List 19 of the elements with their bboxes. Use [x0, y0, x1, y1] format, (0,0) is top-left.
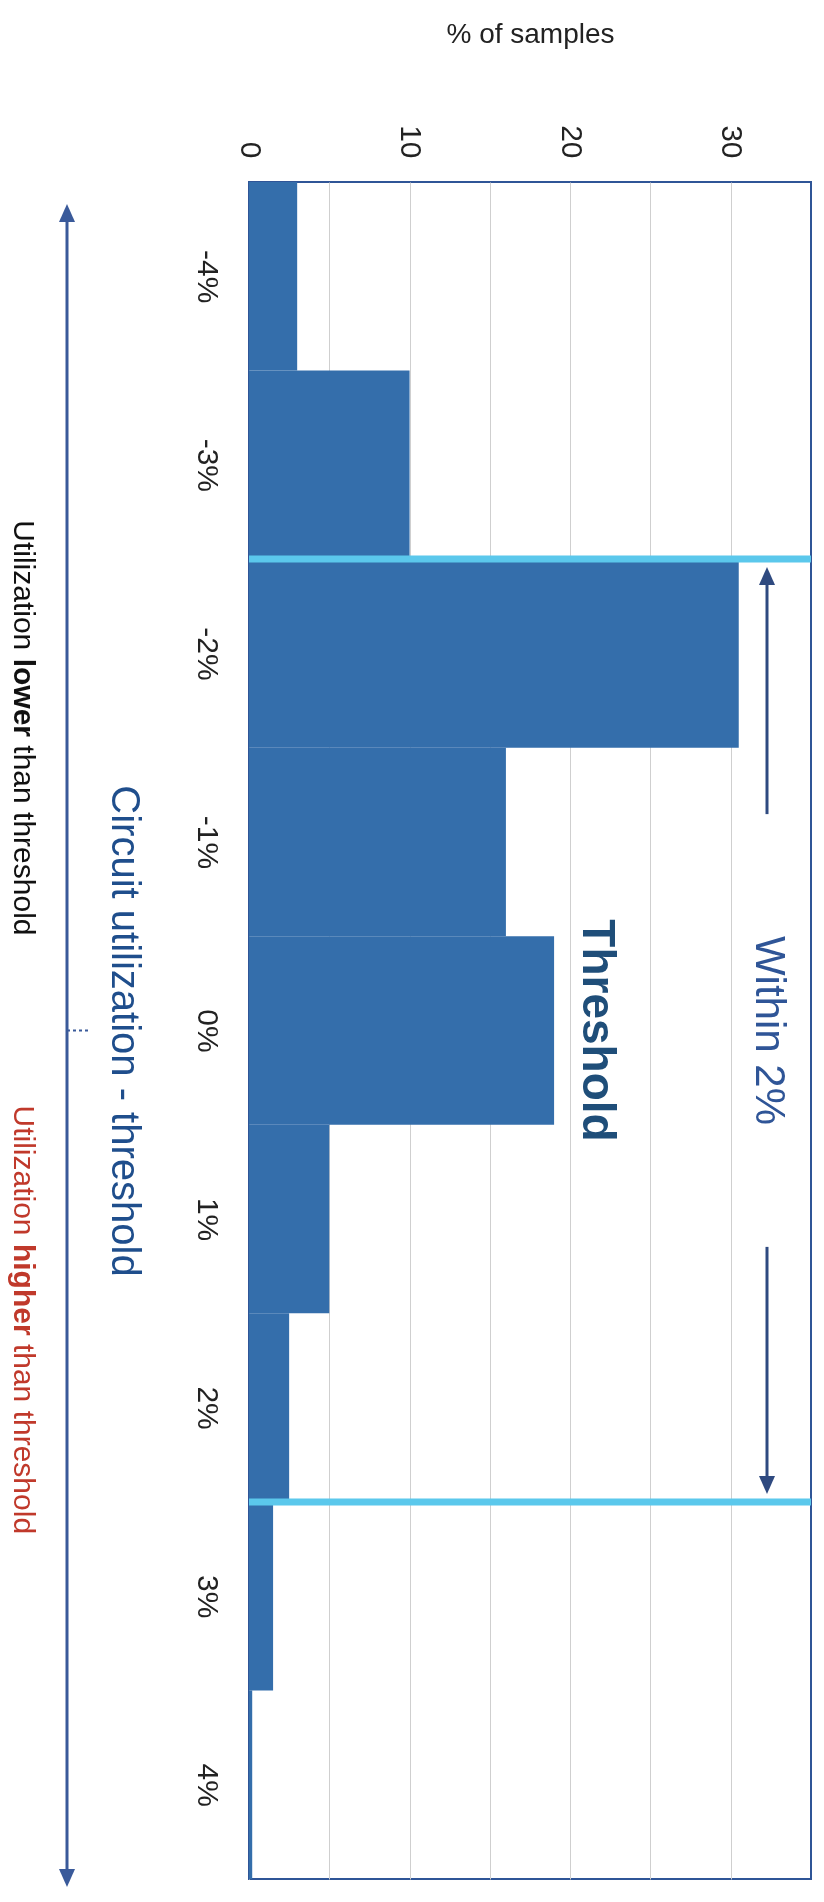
- y-tick-label: 2%: [191, 1386, 225, 1430]
- y-tick-label: -3%: [191, 438, 225, 493]
- text: Utilization higher than threshold: [8, 1105, 42, 1535]
- y-tick-label: -2%: [191, 627, 225, 681]
- y-axis-title: Circuit utilization - threshold: [103, 785, 148, 1277]
- y-tick-label: 1%: [191, 1197, 225, 1242]
- y-tick-label: 4%: [191, 1763, 225, 1807]
- annotation: Within 2%: [746, 935, 794, 1126]
- y-tick-label: -1%: [191, 815, 225, 870]
- x-tick-label: 0: [234, 141, 268, 159]
- x-tick-label: 20: [555, 125, 589, 159]
- annotation: Threshold: [572, 919, 625, 1142]
- y-tick-label: 3%: [191, 1574, 225, 1619]
- text: Utilization lower than threshold: [8, 520, 42, 936]
- y-tick-label: 0%: [191, 1009, 225, 1053]
- x-tick-label: 30: [716, 125, 750, 159]
- y-tick-label: -4%: [191, 250, 225, 304]
- x-tick-label: 10: [395, 125, 429, 159]
- x-axis-title: % of samples: [446, 18, 615, 50]
